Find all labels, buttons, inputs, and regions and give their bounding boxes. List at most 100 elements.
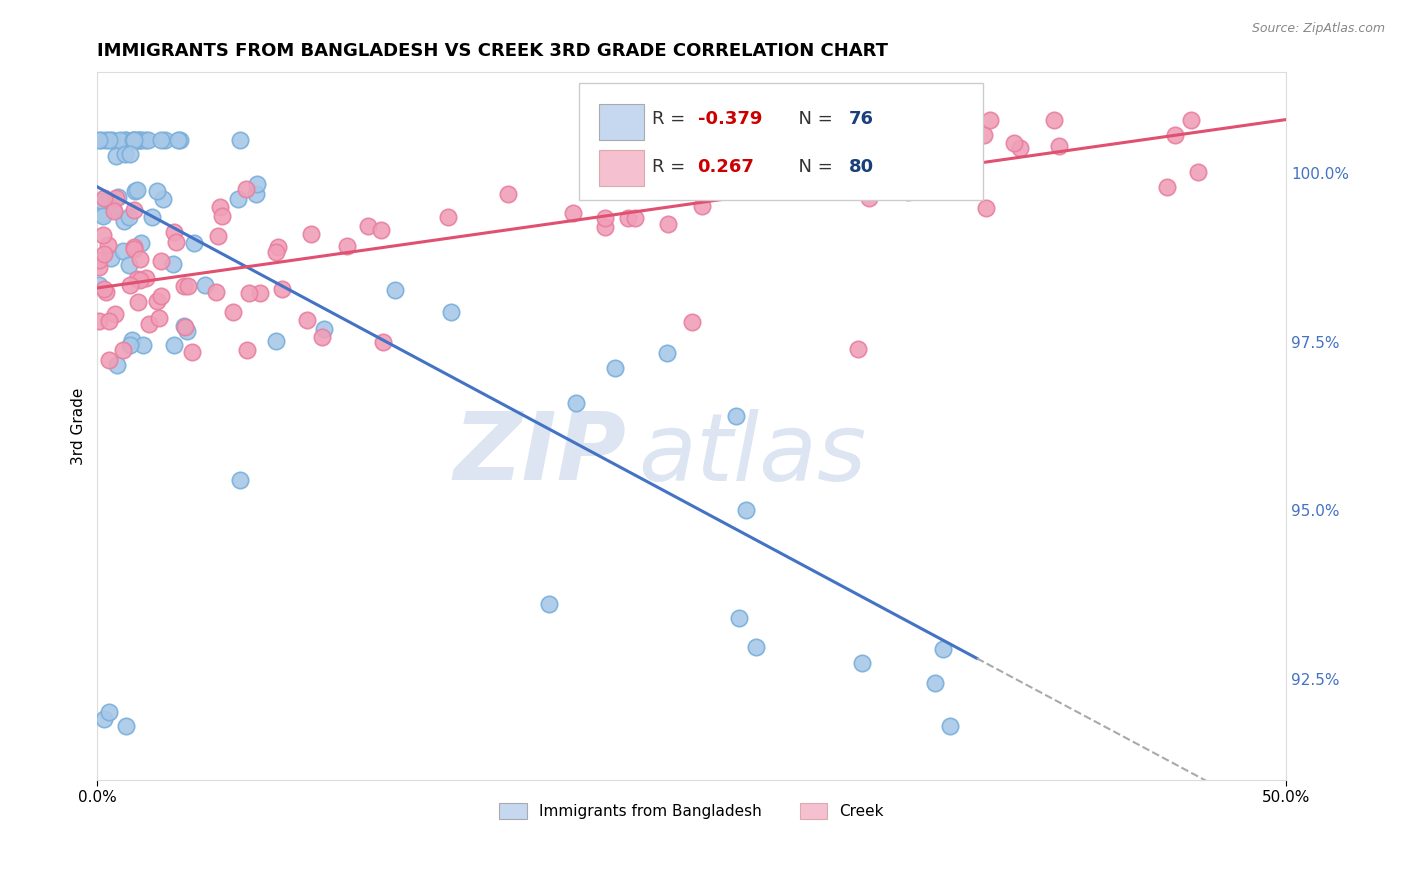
Point [384,284,406,298]
Point [939,719,962,733]
Point [1187,165,1209,179]
Point [90,133,112,147]
Point [122,133,145,147]
Point [122,242,145,256]
Point [973,128,995,142]
Point [174,319,197,334]
Point [118,337,141,351]
Point [846,342,869,356]
Point [246,178,269,192]
Point [267,240,290,254]
Point [1047,138,1070,153]
Point [97,314,120,328]
Text: 76: 76 [849,110,873,128]
Point [122,873,145,888]
Point [211,209,233,223]
Point [107,190,129,204]
Point [125,272,148,286]
Point [1180,112,1202,127]
Point [245,187,267,202]
Point [209,201,232,215]
Point [131,133,153,147]
Point [858,191,880,205]
Point [176,324,198,338]
Point [100,133,122,147]
Point [205,285,228,300]
Text: atlas: atlas [638,409,866,500]
Point [440,304,463,318]
Point [115,719,138,733]
Point [181,344,204,359]
Point [681,315,703,329]
Point [148,311,170,326]
Legend: Immigrants from Bangladesh, Creek: Immigrants from Bangladesh, Creek [494,797,890,825]
Text: R =: R = [652,158,692,176]
Point [132,338,155,352]
Point [299,227,322,241]
Text: R =: R = [652,110,692,128]
Point [127,183,149,197]
Point [91,209,114,223]
Point [1156,180,1178,194]
Point [183,236,205,251]
Point [128,133,150,147]
Point [734,503,756,517]
Point [115,133,138,147]
Point [129,273,152,287]
Text: N =: N = [787,158,838,176]
Y-axis label: 3rd Grade: 3rd Grade [72,387,86,465]
Point [112,214,135,228]
Point [249,285,271,300]
Point [89,252,111,267]
Point [897,185,920,199]
Point [226,193,249,207]
Point [122,203,145,218]
Point [745,640,768,654]
Point [236,343,259,357]
Point [98,705,121,719]
Point [149,253,172,268]
Point [91,227,114,242]
FancyBboxPatch shape [599,103,644,140]
Point [122,133,145,147]
Point [112,244,135,259]
Point [114,147,136,161]
Point [221,304,243,318]
Point [561,206,583,220]
Point [93,282,115,296]
Text: Source: ZipAtlas.com: Source: ZipAtlas.com [1251,22,1385,36]
Point [100,252,122,266]
Point [98,353,121,368]
Point [152,192,174,206]
Point [135,271,157,285]
Point [129,252,152,266]
Point [1163,128,1185,142]
Point [177,278,200,293]
Point [121,333,143,347]
Point [229,133,252,147]
Point [131,235,153,250]
Point [91,207,114,221]
FancyBboxPatch shape [579,83,983,200]
Point [887,136,910,151]
Point [624,211,647,225]
Point [166,133,188,147]
Point [437,211,460,225]
Point [120,147,142,161]
Point [173,278,195,293]
Point [1004,136,1026,150]
Point [603,360,626,375]
Point [145,293,167,308]
Text: 80: 80 [849,158,873,176]
Point [173,318,195,333]
Point [924,676,946,690]
Point [314,322,336,336]
Point [496,187,519,202]
Point [1043,112,1066,127]
Point [728,611,751,625]
Text: IMMIGRANTS FROM BANGLADESH VS CREEK 3RD GRADE CORRELATION CHART: IMMIGRANTS FROM BANGLADESH VS CREEK 3RD … [97,42,889,60]
Point [105,358,128,372]
Point [104,149,127,163]
Point [141,211,163,225]
Point [271,282,294,296]
